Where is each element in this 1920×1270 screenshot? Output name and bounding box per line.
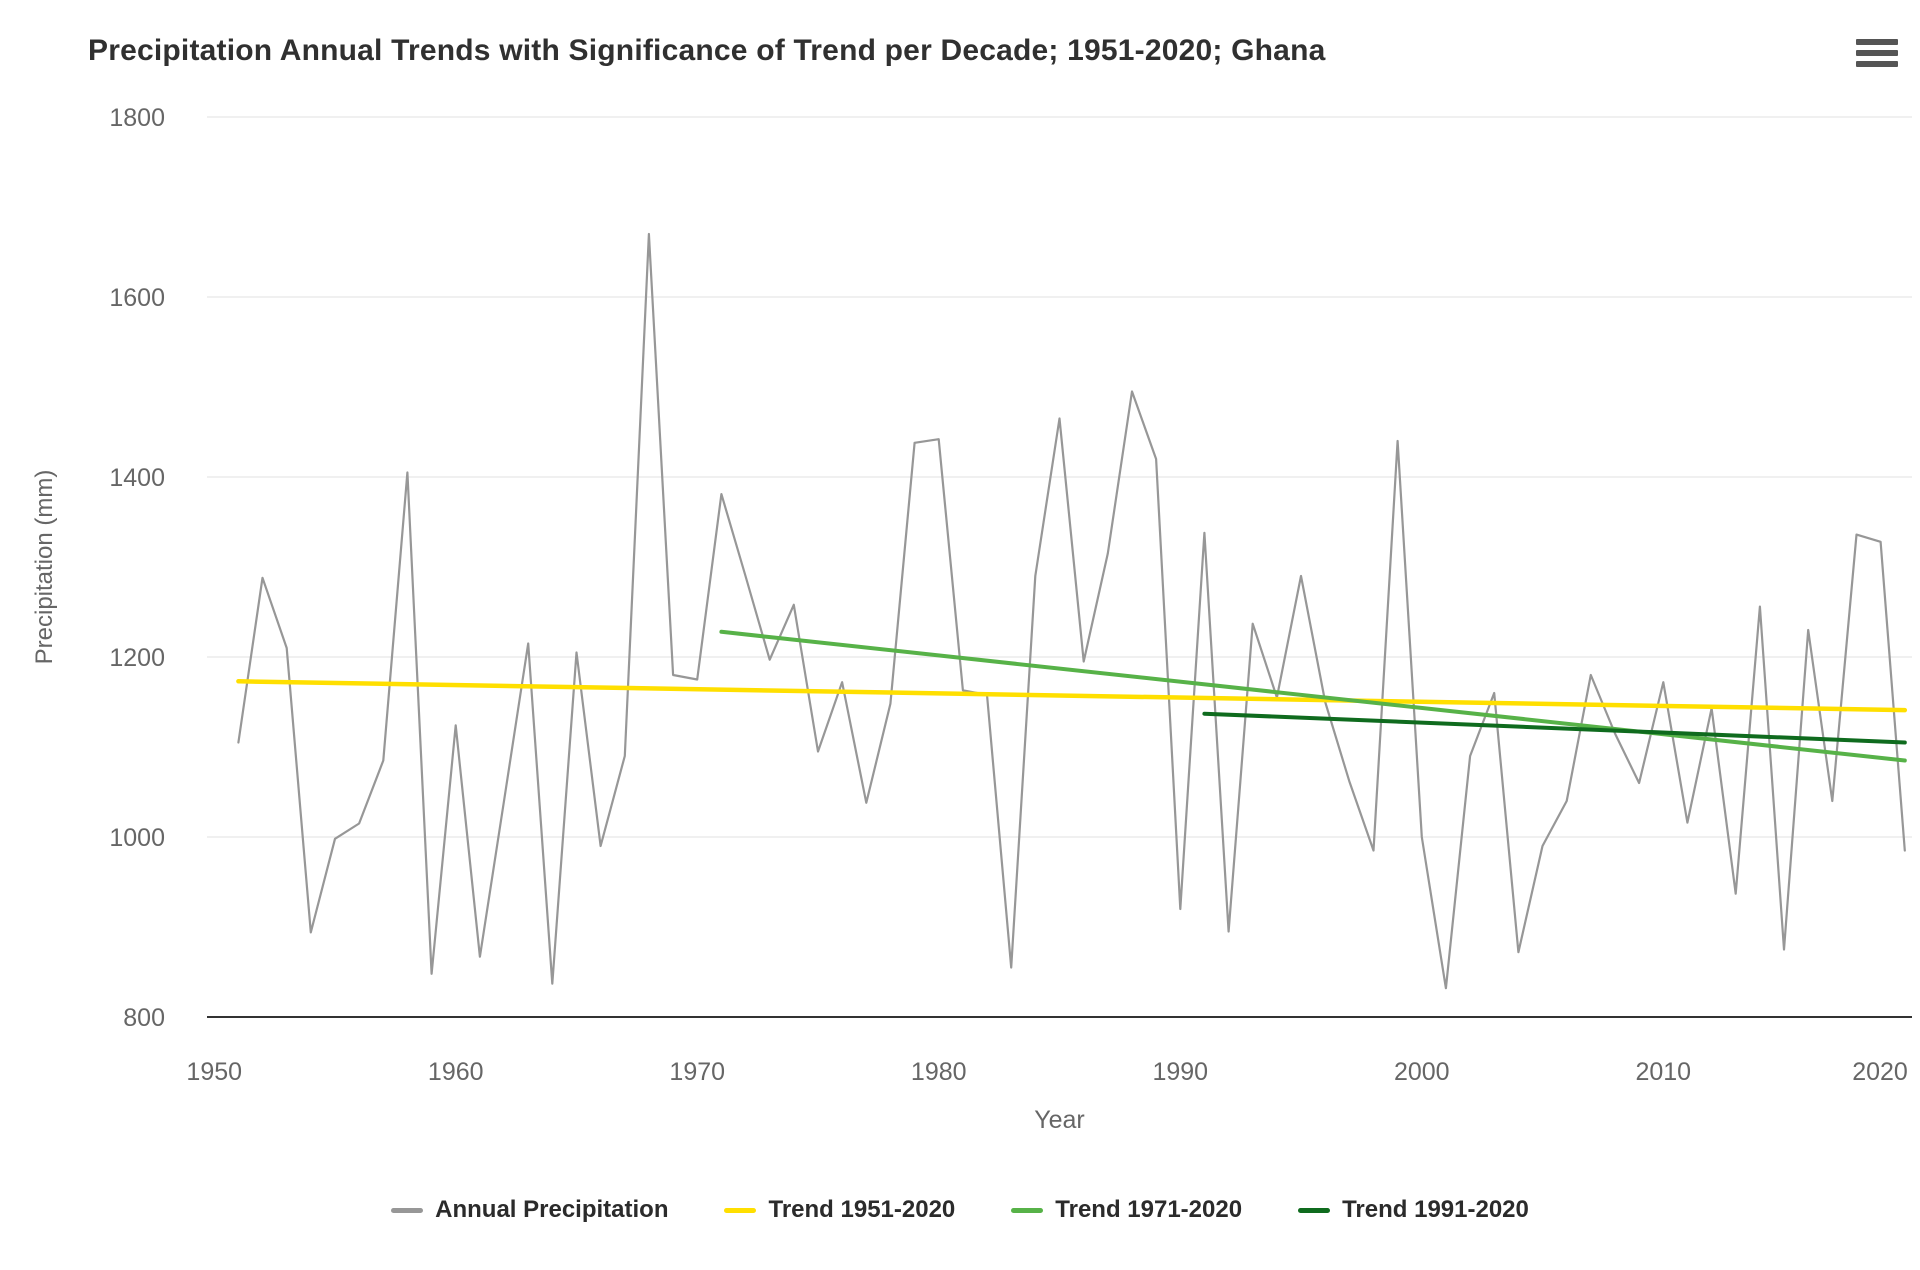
series-trend-1951-2020: [236, 679, 1908, 713]
series-annual-precipitation: [237, 232, 1906, 990]
x-tick-label-1970: 1970: [669, 1058, 725, 1086]
series-trend-1991-2020: [1202, 711, 1907, 745]
legend-marker-trend-1951-2020: [724, 1207, 757, 1213]
legend-item-annual-precipitation[interactable]: Annual Precipitation: [391, 1196, 668, 1224]
y-tick-label-1000: 1000: [109, 824, 165, 852]
y-tick-label-1800: 1800: [109, 104, 165, 132]
legend-label-trend-1951-2020: Trend 1951-2020: [768, 1196, 956, 1223]
legend-item-trend-1991-2020[interactable]: Trend 1991-2020: [1298, 1196, 1529, 1224]
x-axis-title: Year: [1034, 1106, 1085, 1134]
x-tick-label-1980: 1980: [911, 1058, 967, 1086]
series-trend-1971-2020: [719, 629, 1907, 763]
x-tick-label-2010: 2010: [1635, 1058, 1691, 1086]
y-tick-label-1400: 1400: [109, 464, 165, 492]
legend-marker-annual-precipitation: [391, 1207, 424, 1213]
hamburger-icon: [1856, 61, 1898, 67]
y-tick-label-1200: 1200: [109, 644, 165, 672]
x-tick-label-2000: 2000: [1394, 1058, 1450, 1086]
legend-item-trend-1951-2020[interactable]: Trend 1951-2020: [724, 1196, 955, 1224]
legend-marker-trend-1991-2020: [1298, 1207, 1331, 1213]
context-menu-button[interactable]: [1856, 34, 1902, 72]
legend-label-trend-1991-2020: Trend 1991-2020: [1342, 1196, 1529, 1223]
legend-label-trend-1971-2020: Trend 1971-2020: [1055, 1196, 1243, 1223]
x-tick-label-1960: 1960: [428, 1058, 484, 1086]
y-tick-label-800: 800: [123, 1004, 165, 1032]
x-tick-label-1990: 1990: [1152, 1058, 1208, 1086]
chart-legend: Annual Precipitation Trend 1951-2020 Trend…: [0, 1196, 1920, 1224]
y-axis-title: Precipitation (mm): [31, 470, 58, 665]
x-tick-label-1950: 1950: [186, 1058, 242, 1086]
x-tick-label-2020: 2020: [1852, 1058, 1908, 1086]
legend-label-annual-precipitation: Annual Precipitation: [435, 1196, 669, 1223]
hamburger-icon: [1856, 50, 1898, 56]
y-tick-label-1600: 1600: [109, 284, 165, 312]
legend-item-trend-1971-2020[interactable]: Trend 1971-2020: [1011, 1196, 1242, 1224]
chart-title: Precipitation Annual Trends with Signifi…: [88, 34, 1326, 68]
legend-marker-trend-1971-2020: [1011, 1207, 1044, 1213]
hamburger-icon: [1856, 39, 1898, 45]
